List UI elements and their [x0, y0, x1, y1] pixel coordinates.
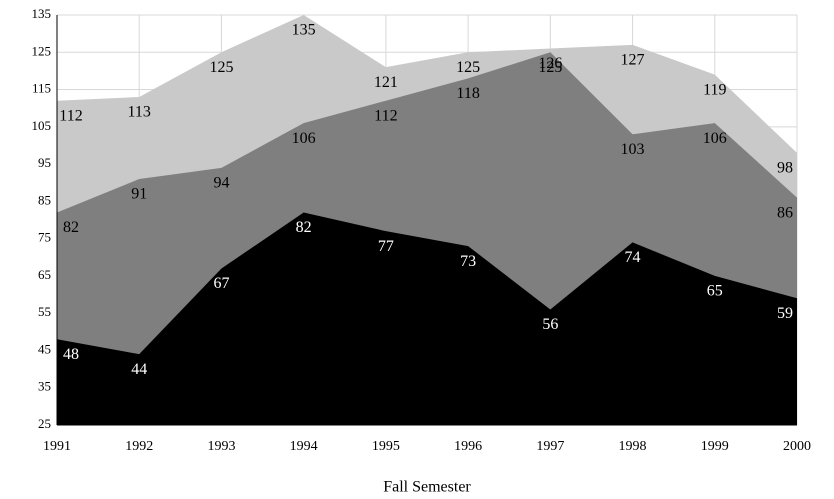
data-label: 118 [456, 85, 479, 102]
data-label: 106 [703, 130, 727, 147]
data-label: 119 [703, 81, 726, 98]
area [57, 212, 797, 425]
data-label: 73 [460, 253, 476, 270]
y-tick-label: 85 [38, 192, 51, 207]
x-axis-title: Fall Semester [383, 479, 471, 496]
y-tick-label: 75 [38, 230, 51, 245]
x-tick-label: 1994 [290, 439, 318, 454]
data-label: 121 [374, 74, 398, 91]
y-tick-label: 115 [32, 81, 51, 96]
data-label: 59 [777, 305, 793, 322]
x-tick-label: 1996 [454, 439, 482, 454]
data-label: 44 [131, 361, 147, 378]
y-tick-label: 65 [38, 267, 51, 282]
data-label: 125 [538, 59, 562, 76]
data-label: 94 [213, 174, 229, 191]
data-label: 112 [59, 107, 82, 124]
data-label: 125 [209, 59, 233, 76]
y-tick-label: 45 [38, 341, 51, 356]
x-tick-label: 1992 [125, 439, 153, 454]
data-label: 127 [621, 51, 645, 68]
data-label: 77 [378, 238, 394, 255]
x-tick-label: 1995 [372, 439, 400, 454]
data-label: 98 [777, 160, 793, 177]
data-label: 82 [63, 219, 79, 236]
data-label: 82 [296, 219, 312, 236]
data-label: 67 [213, 275, 229, 292]
y-tick-label: 25 [38, 416, 51, 431]
y-tick-label: 35 [38, 379, 51, 394]
data-label: 126 [538, 55, 562, 72]
x-tick-label: 1991 [43, 439, 71, 454]
x-tick-label: 1998 [619, 439, 647, 454]
y-tick-label: 135 [32, 6, 52, 21]
y-tick-label: 125 [32, 43, 52, 58]
data-label: 135 [292, 22, 316, 39]
x-tick-label: 1999 [701, 439, 729, 454]
data-label: 113 [128, 104, 151, 121]
data-label: 86 [777, 204, 793, 221]
data-label: 125 [456, 59, 480, 76]
x-tick-label: 2000 [783, 439, 811, 454]
data-label: 106 [292, 130, 316, 147]
x-tick-label: 1997 [536, 439, 564, 454]
data-label: 74 [625, 249, 641, 266]
y-tick-label: 95 [38, 155, 51, 170]
data-label: 48 [63, 346, 79, 363]
data-label: 56 [542, 316, 558, 333]
y-tick-label: 55 [38, 304, 51, 319]
x-tick-label: 1993 [207, 439, 235, 454]
data-label: 65 [707, 283, 723, 300]
data-label: 103 [621, 141, 645, 158]
y-tick-label: 105 [32, 118, 52, 133]
data-label: 112 [374, 107, 397, 124]
data-label: 91 [131, 186, 147, 203]
